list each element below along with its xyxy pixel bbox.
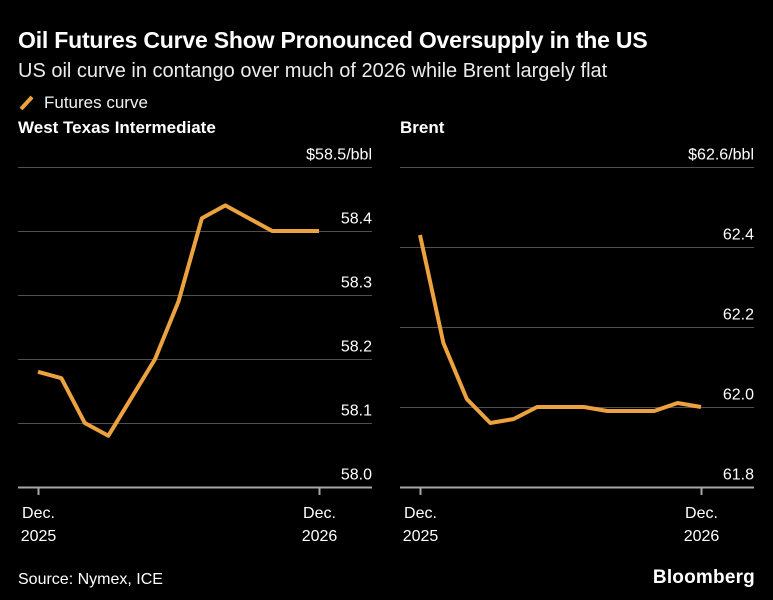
wti-plot: $58.5/bbl 58.4 58.3 58.2 58.1 58.0 Dec. 2025 Dec…	[18, 147, 372, 545]
x-tick-label: 2025	[403, 528, 439, 545]
wti-panel: West Texas Intermediate $58.5/bbl 58.4 58.…	[18, 118, 372, 546]
x-tick-label: 2026	[684, 528, 720, 545]
x-tick-label: Dec.	[303, 505, 336, 522]
x-tick-label: Dec.	[404, 505, 437, 522]
x-tick-label: Dec.	[22, 505, 55, 522]
charts-row: West Texas Intermediate $58.5/bbl 58.4 58.…	[18, 118, 755, 546]
y-tick-label: 61.8	[723, 467, 754, 484]
y-axis-unit-label: $58.5/bbl	[306, 147, 372, 164]
y-tick-label: 58.4	[341, 211, 372, 228]
bloomberg-logo: Bloomberg	[652, 567, 755, 588]
footer: Source: Nymex, ICE Bloomberg	[18, 567, 755, 589]
y-tick-label: 58.0	[341, 467, 372, 484]
x-tick-label: Dec.	[685, 505, 718, 522]
brent-plot: $62.6/bbl 62.4 62.2 62.0 61.8 Dec. 2025 Dec. 202…	[400, 147, 754, 545]
y-axis-unit-label: $62.6/bbl	[688, 147, 754, 164]
futures-curve-legend-icon	[19, 95, 34, 111]
legend-label: Futures curve	[44, 93, 148, 112]
brent-panel-title: Brent	[400, 118, 445, 137]
chart-title: Oil Futures Curve Show Pronounced Oversu…	[18, 27, 648, 53]
legend: Futures curve	[18, 94, 755, 112]
y-tick-label: 58.1	[341, 403, 372, 420]
y-tick-label: 62.4	[723, 227, 754, 244]
source-note: Source: Nymex, ICE	[18, 571, 163, 588]
y-tick-label: 58.3	[341, 275, 372, 292]
chart-subtitle: US oil curve in contango over much of 20…	[18, 60, 608, 82]
x-tick-label: 2025	[21, 528, 57, 545]
x-tick-label: 2026	[302, 528, 338, 545]
brent-panel: Brent $62.6/bbl 62.4 62.2 62.0 61.8 Dec. 2025 D…	[400, 118, 754, 546]
futures-curve-line	[37, 203, 319, 438]
wti-panel-title: West Texas Intermediate	[18, 118, 216, 137]
y-tick-label: 58.2	[341, 339, 372, 356]
y-tick-label: 62.0	[723, 387, 754, 404]
futures-curve-line	[418, 234, 702, 425]
y-tick-label: 62.2	[723, 307, 754, 324]
